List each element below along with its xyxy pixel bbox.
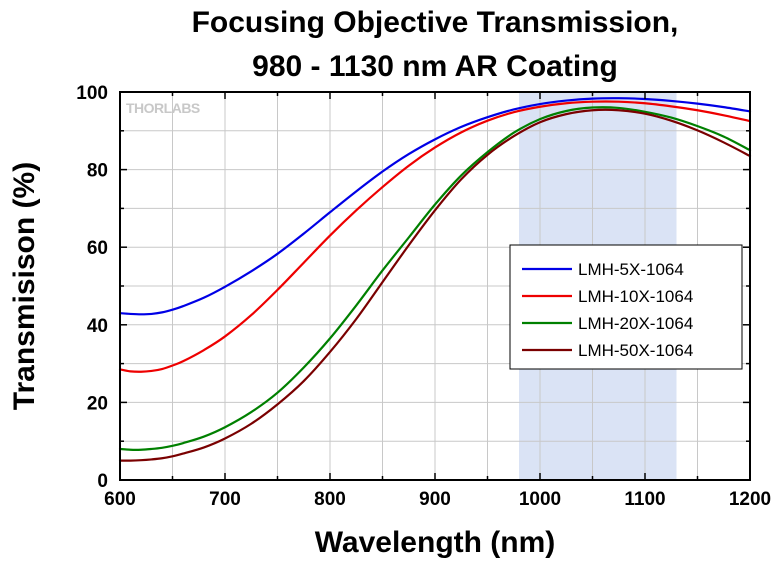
- x-tick-labels: 600 700 800 900 1000 1100 1200: [104, 489, 771, 510]
- x-axis-title: Wavelength (nm): [315, 526, 556, 559]
- y-tick-label: 60: [87, 238, 108, 259]
- series-line-lmh-50x-1064: [118, 108, 752, 462]
- y-axis-title: Transmisison (%): [8, 162, 41, 410]
- x-tick-label: 1000: [519, 489, 561, 510]
- series-line-lmh-5x-1064: [118, 97, 752, 316]
- legend-label: LMH-50X-1064: [578, 341, 693, 360]
- legend-box: [509, 244, 743, 370]
- legend-label: LMH-20X-1064: [578, 314, 693, 333]
- x-tick-label: 1100: [624, 489, 665, 510]
- series-line-lmh-10x-1064: [118, 100, 752, 373]
- x-tick-label: 1200: [729, 489, 771, 510]
- series-layer: [118, 97, 752, 462]
- thorlabs-watermark: THORLABS: [126, 100, 200, 116]
- tick-layer: [119, 91, 751, 481]
- x-tick-label: 600: [104, 489, 136, 510]
- series-line-lmh-20x-1064: [118, 106, 752, 451]
- x-tick-label: 900: [419, 489, 451, 510]
- y-tick-label: 80: [87, 161, 108, 182]
- x-tick-label: 700: [209, 489, 241, 510]
- y-tick-label: 100: [76, 83, 108, 104]
- x-tick-label: 800: [314, 489, 346, 510]
- y-tick-label: 40: [87, 316, 108, 337]
- legend-label: LMH-10X-1064: [578, 287, 693, 306]
- legend: LMH-5X-1064 LMH-10X-1064 LMH-20X-1064 LMH-5…: [509, 244, 743, 370]
- chart-title-line-1: Focusing Objective Transmission,: [192, 6, 679, 39]
- chart-title-line-2: 980 - 1130 nm AR Coating: [252, 50, 618, 83]
- legend-label: LMH-5X-1064: [578, 260, 684, 279]
- y-tick-labels: 0 20 40 60 80 100: [76, 83, 108, 492]
- y-tick-label: 20: [87, 393, 108, 414]
- y-tick-label: 0: [97, 471, 108, 492]
